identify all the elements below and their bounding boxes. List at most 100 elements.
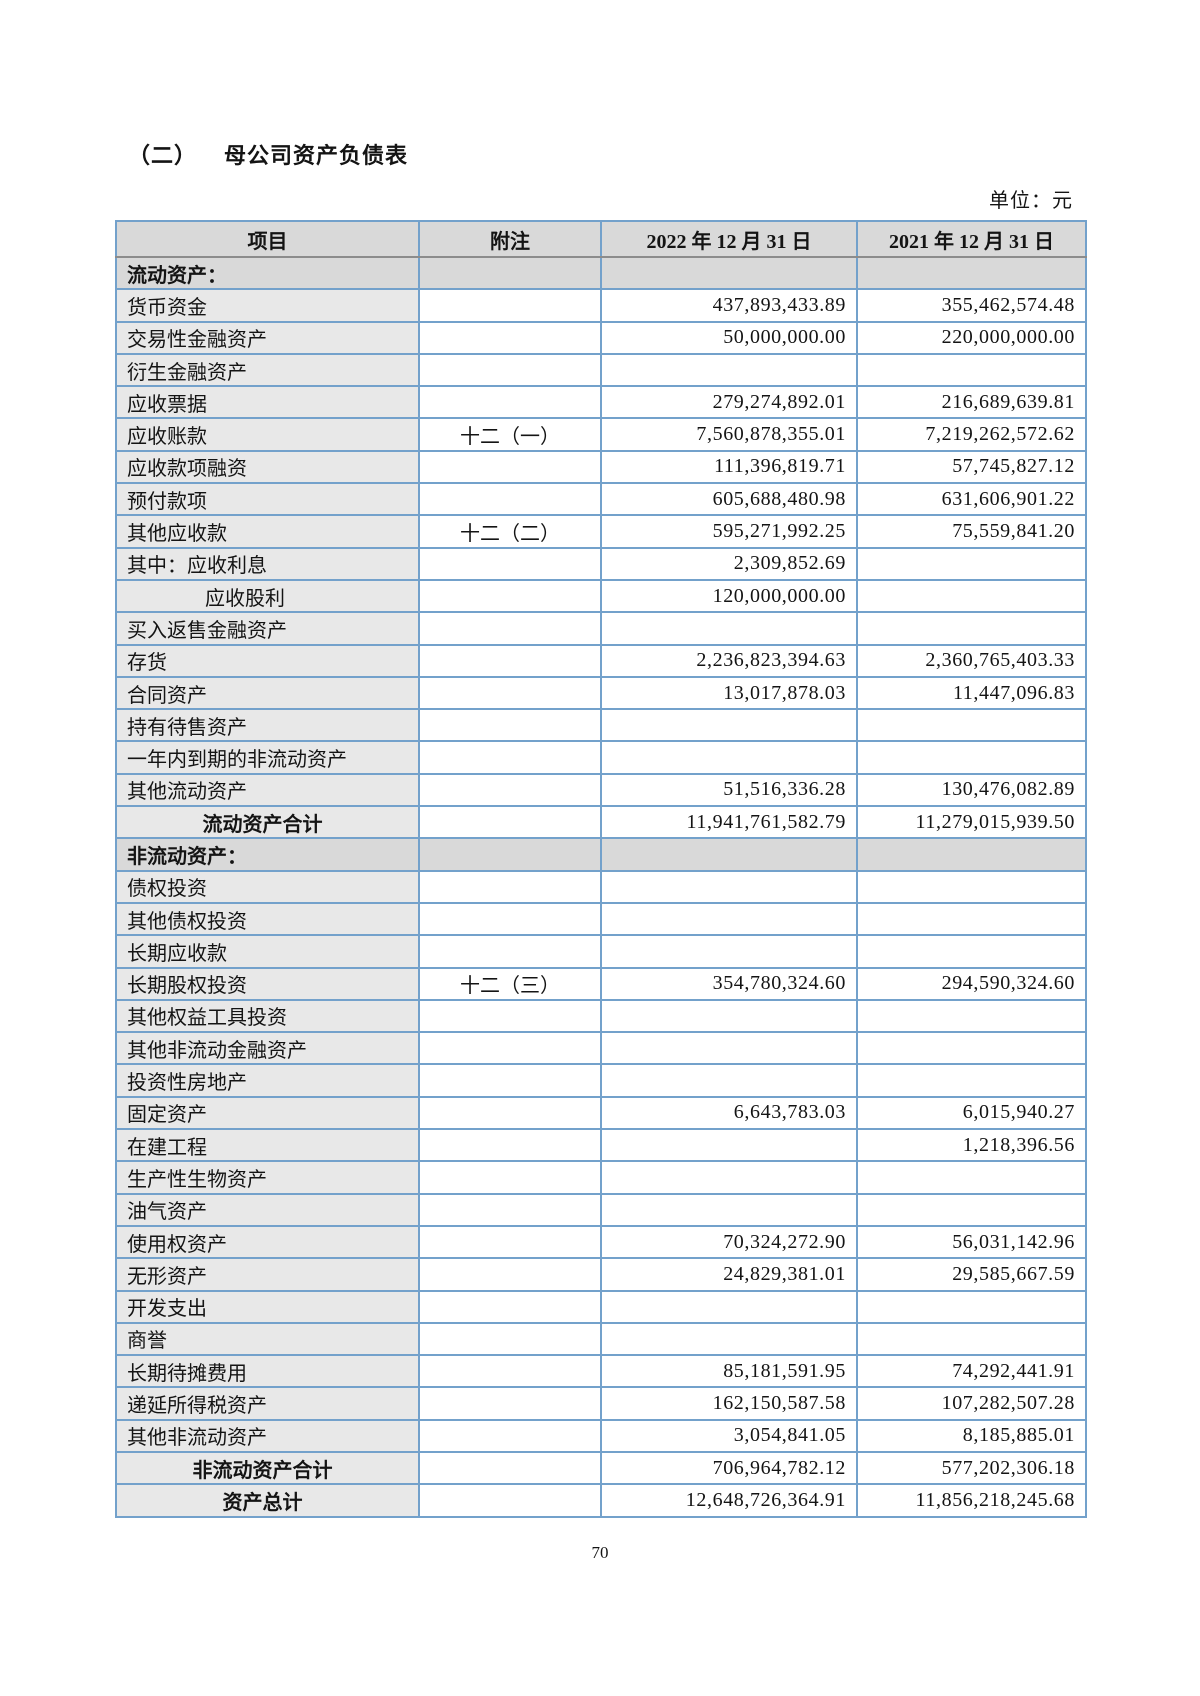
value-2021-cell bbox=[856, 546, 1087, 581]
value-2021-cell bbox=[856, 352, 1087, 388]
value-2021-cell bbox=[856, 1289, 1087, 1324]
item-label-cell: 预付款项 bbox=[115, 482, 420, 517]
table-row: 无形资产 24,829,381.01 29,585,667.59 bbox=[115, 1257, 1087, 1292]
value-2022-cell: 111,396,819.71 bbox=[600, 449, 858, 485]
value-2021-cell bbox=[856, 578, 1087, 614]
value-2022-cell bbox=[600, 1063, 858, 1098]
item-label-cell: 应收股利 bbox=[115, 578, 420, 614]
value-2021-cell bbox=[856, 934, 1087, 969]
item-label-cell: 其中：应收利息 bbox=[115, 546, 420, 581]
value-2022-cell bbox=[600, 1321, 858, 1357]
item-label-cell: 应收票据 bbox=[115, 385, 420, 420]
note-cell: 十二（三） bbox=[418, 966, 602, 1001]
table-row: 开发支出 bbox=[115, 1289, 1087, 1324]
table-row: 使用权资产 70,324,272.90 56,031,142.96 bbox=[115, 1224, 1087, 1260]
item-label-cell: 无形资产 bbox=[115, 1257, 420, 1292]
value-2022-cell: 12,648,726,364.91 bbox=[600, 1483, 858, 1518]
value-2021-cell bbox=[856, 1321, 1087, 1357]
value-2021-cell bbox=[856, 611, 1087, 646]
value-2021-cell: 75,559,841.20 bbox=[856, 514, 1087, 549]
column-header-note: 附注 bbox=[418, 220, 602, 258]
value-2021-cell: 1,218,396.56 bbox=[856, 1128, 1087, 1163]
value-2022-cell bbox=[600, 708, 858, 743]
value-2022-cell: 7,560,878,355.01 bbox=[600, 417, 858, 452]
item-label-cell: 流动资产合计 bbox=[115, 805, 420, 840]
value-2021-cell: 577,202,306.18 bbox=[856, 1450, 1087, 1486]
value-2021-cell bbox=[856, 740, 1087, 775]
table-row: 长期待摊费用 85,181,591.95 74,292,441.91 bbox=[115, 1354, 1087, 1389]
note-cell bbox=[418, 1031, 602, 1066]
item-label-cell: 长期待摊费用 bbox=[115, 1354, 420, 1389]
value-2022-cell: 70,324,272.90 bbox=[600, 1224, 858, 1260]
value-2022-cell bbox=[600, 255, 858, 291]
value-2022-cell: 6,643,783.03 bbox=[600, 1095, 858, 1131]
table-row: 其他应收款 十二（二） 595,271,992.25 75,559,841.20 bbox=[115, 514, 1087, 549]
table-row: 债权投资 bbox=[115, 869, 1087, 904]
item-label-cell: 其他流动资产 bbox=[115, 772, 420, 808]
note-cell bbox=[418, 449, 602, 485]
table-row: 货币资金 437,893,433.89 355,462,574.48 bbox=[115, 288, 1087, 323]
note-cell bbox=[418, 288, 602, 323]
note-cell bbox=[418, 740, 602, 775]
note-cell bbox=[418, 1321, 602, 1357]
note-cell bbox=[418, 1257, 602, 1292]
value-2021-cell bbox=[856, 708, 1087, 743]
value-2021-cell bbox=[856, 901, 1087, 937]
note-cell: 十二（二） bbox=[418, 514, 602, 549]
table-row: 衍生金融资产 bbox=[115, 352, 1087, 388]
value-2022-cell bbox=[600, 998, 858, 1034]
item-label-cell: 应收账款 bbox=[115, 417, 420, 452]
item-label-cell: 合同资产 bbox=[115, 675, 420, 711]
value-2022-cell: 85,181,591.95 bbox=[600, 1354, 858, 1389]
value-2022-cell bbox=[600, 740, 858, 775]
table-header-row: 项目 附注 2022 年 12 月 31 日 2021 年 12 月 31 日 bbox=[115, 220, 1087, 258]
value-2021-cell bbox=[856, 255, 1087, 291]
value-2022-cell: 162,150,587.58 bbox=[600, 1386, 858, 1421]
item-label-cell: 债权投资 bbox=[115, 869, 420, 904]
table-row: 其他非流动资产 3,054,841.05 8,185,885.01 bbox=[115, 1418, 1087, 1453]
table-row: 长期股权投资 十二（三） 354,780,324.60 294,590,324.60 bbox=[115, 966, 1087, 1001]
value-2021-cell: 8,185,885.01 bbox=[856, 1418, 1087, 1453]
table-row: 应收账款 十二（一） 7,560,878,355.01 7,219,262,572.6… bbox=[115, 417, 1087, 452]
value-2022-cell bbox=[600, 1128, 858, 1163]
note-cell bbox=[418, 1192, 602, 1227]
value-2022-cell: 595,271,992.25 bbox=[600, 514, 858, 549]
item-label-cell: 交易性金融资产 bbox=[115, 320, 420, 355]
table-row: 预付款项 605,688,480.98 631,606,901.22 bbox=[115, 482, 1087, 517]
column-header-item: 项目 bbox=[115, 220, 420, 258]
note-cell bbox=[418, 1386, 602, 1421]
value-2021-cell: 11,856,218,245.68 bbox=[856, 1483, 1087, 1518]
table-row: 油气资产 bbox=[115, 1192, 1087, 1227]
note-cell bbox=[418, 255, 602, 291]
note-cell bbox=[418, 1483, 602, 1518]
value-2021-cell: 6,015,940.27 bbox=[856, 1095, 1087, 1131]
value-2022-cell: 354,780,324.60 bbox=[600, 966, 858, 1001]
note-cell bbox=[418, 837, 602, 872]
item-label-cell: 非流动资产： bbox=[115, 837, 420, 872]
note-cell bbox=[418, 1095, 602, 1131]
value-2022-cell: 279,274,892.01 bbox=[600, 385, 858, 420]
table-row: 应收股利 120,000,000.00 bbox=[115, 578, 1087, 614]
table-row: 应收款项融资 111,396,819.71 57,745,827.12 bbox=[115, 449, 1087, 485]
item-label-cell: 固定资产 bbox=[115, 1095, 420, 1131]
note-cell bbox=[418, 546, 602, 581]
section-header-row: 流动资产： bbox=[115, 255, 1087, 291]
value-2022-cell bbox=[600, 837, 858, 872]
value-2021-cell: 216,689,639.81 bbox=[856, 385, 1087, 420]
value-2022-cell: 437,893,433.89 bbox=[600, 288, 858, 323]
value-2022-cell: 51,516,336.28 bbox=[600, 772, 858, 808]
value-2022-cell bbox=[600, 1160, 858, 1195]
total-row: 资产总计 12,648,726,364.91 11,856,218,245.68 bbox=[115, 1483, 1087, 1518]
item-label-cell: 长期应收款 bbox=[115, 934, 420, 969]
table-row: 其他非流动金融资产 bbox=[115, 1031, 1087, 1066]
note-cell bbox=[418, 772, 602, 808]
table-row: 其他流动资产 51,516,336.28 130,476,082.89 bbox=[115, 772, 1087, 808]
note-cell bbox=[418, 320, 602, 355]
item-label-cell: 生产性生物资产 bbox=[115, 1160, 420, 1195]
value-2021-cell: 220,000,000.00 bbox=[856, 320, 1087, 355]
value-2022-cell: 11,941,761,582.79 bbox=[600, 805, 858, 840]
table-row: 存货 2,236,823,394.63 2,360,765,403.33 bbox=[115, 643, 1087, 678]
note-cell bbox=[418, 998, 602, 1034]
item-label-cell: 油气资产 bbox=[115, 1192, 420, 1227]
